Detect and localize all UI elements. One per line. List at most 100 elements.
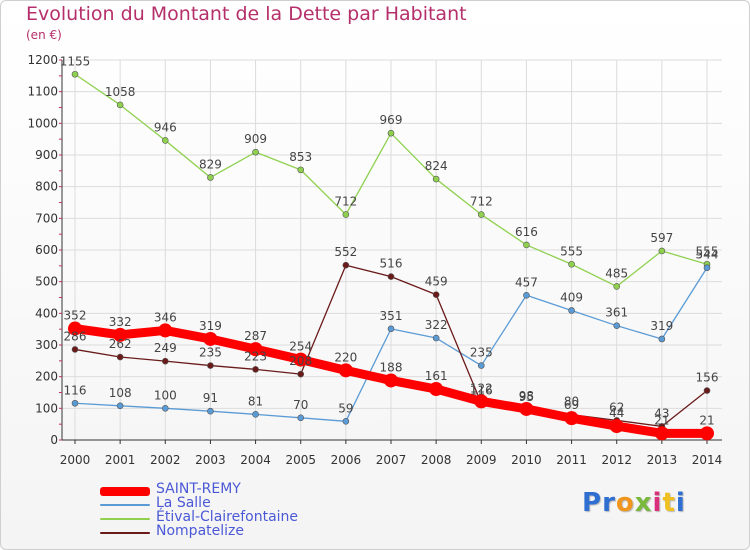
data-label: 352 [64, 309, 87, 323]
legend-swatch [100, 518, 150, 520]
data-label: 220 [334, 350, 357, 364]
series-point-1 [523, 291, 530, 299]
series-point-0 [68, 321, 82, 336]
y-tick-label: 500 [35, 275, 58, 289]
y-tick-label: 600 [35, 243, 58, 257]
series-point-2 [387, 129, 395, 137]
data-label: 361 [605, 306, 628, 320]
series-point-1 [387, 325, 395, 333]
data-label: 346 [154, 310, 177, 324]
series-point-3 [432, 291, 440, 298]
chart-title: Evolution du Montant de la Dette par Hab… [26, 3, 467, 25]
series-point-0 [519, 401, 534, 416]
series-point-1 [477, 362, 485, 369]
data-label: 80 [564, 395, 579, 409]
data-label: 81 [248, 394, 263, 408]
series-point-1 [297, 414, 305, 422]
series-point-2 [477, 211, 485, 218]
series-point-1 [613, 322, 621, 329]
data-label: 909 [244, 132, 267, 146]
legend-swatch [100, 532, 150, 534]
data-label: 319 [199, 319, 222, 333]
data-label: 122 [470, 381, 493, 395]
data-label: 69 [564, 398, 579, 412]
data-label: 457 [515, 275, 538, 289]
x-tick-label: 2000 [60, 453, 91, 467]
data-label: 44 [609, 406, 624, 420]
legend-label: La Salle [156, 495, 211, 511]
chart-subtitle: (en €) [26, 28, 62, 42]
series-point-0 [248, 342, 263, 357]
data-label: 108 [109, 386, 132, 400]
data-labels: 1155 1058 946 829 909 853 712 969 824 712 616 555 48… [60, 54, 719, 427]
data-label: 95 [519, 390, 534, 404]
legend-swatch [100, 487, 150, 496]
data-label: 616 [515, 225, 538, 239]
data-label: 188 [380, 360, 403, 374]
series-point-2 [71, 70, 79, 78]
data-label: 459 [425, 275, 448, 289]
data-label: 1058 [105, 85, 136, 99]
x-tick-label: 2009 [466, 453, 497, 467]
x-tick-label: 2006 [331, 453, 362, 467]
data-label: 712 [470, 195, 493, 209]
y-tick-label: 300 [35, 338, 58, 352]
data-label: 21 [654, 413, 669, 427]
legend-swatch [100, 504, 150, 506]
data-label: 116 [64, 383, 87, 397]
y-tick-label: 1000 [27, 116, 58, 130]
data-label: 156 [696, 371, 719, 385]
data-label: 555 [696, 244, 719, 258]
series-point-3 [207, 362, 214, 369]
data-label: 100 [154, 388, 177, 402]
x-tick-label: 2005 [285, 453, 316, 467]
series-point-2 [161, 137, 169, 144]
series-point-3 [342, 261, 350, 269]
series-point-1 [161, 405, 169, 412]
data-label: 597 [650, 231, 673, 245]
series-point-2 [342, 211, 350, 218]
data-label: 235 [199, 346, 222, 360]
data-label: 322 [425, 318, 448, 332]
series-point-2 [252, 148, 259, 156]
series-point-0 [654, 426, 669, 441]
data-label: 544 [696, 248, 719, 262]
series-point-1 [342, 418, 350, 425]
data-label: 969 [380, 113, 403, 127]
series-point-2 [116, 101, 124, 109]
data-label: 249 [154, 341, 177, 355]
series-point-0 [384, 373, 398, 388]
x-tick-label: 2003 [195, 453, 226, 467]
series-point-2 [207, 174, 214, 181]
data-label: 555 [560, 244, 583, 258]
data-label: 552 [334, 245, 357, 259]
legend-label: SAINT-REMY [156, 481, 241, 497]
proxiti-logo: Proxiti [582, 488, 686, 518]
x-tick-label: 2007 [376, 453, 407, 467]
x-tick-label: 2012 [601, 453, 632, 467]
series-point-1 [568, 307, 575, 314]
data-label: 287 [244, 329, 267, 343]
data-label: 43 [654, 406, 669, 420]
series-point-3 [703, 387, 711, 394]
series-point-2 [297, 166, 305, 174]
data-label: 853 [289, 150, 312, 164]
y-tick-label: 700 [35, 211, 58, 225]
series-point-1 [71, 399, 79, 407]
data-label: 208 [289, 354, 312, 368]
series-point-1 [658, 335, 666, 343]
data-label: 351 [380, 309, 403, 323]
data-label: 116 [470, 383, 493, 397]
x-tick-label: 2011 [556, 453, 587, 467]
series-point-0 [429, 382, 444, 397]
series-point-3 [297, 370, 305, 378]
y-tick-label: 1100 [27, 85, 58, 99]
data-label: 62 [609, 400, 624, 414]
series-point-3 [116, 353, 124, 361]
series-point-2 [658, 247, 666, 255]
series-point-0 [700, 426, 714, 441]
series [68, 70, 714, 441]
data-label: 59 [338, 401, 353, 415]
series-point-3 [387, 273, 395, 280]
